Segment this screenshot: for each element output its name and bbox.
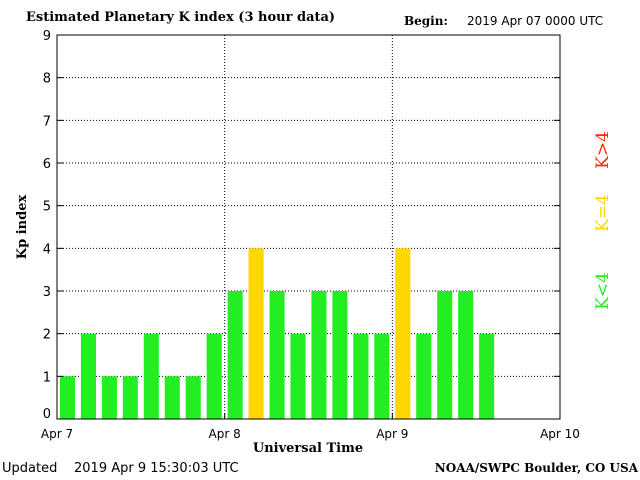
kp-bar [311,291,327,419]
kp-bar [332,291,348,419]
y-tick-label: 4 [43,242,51,257]
chart-title: Estimated Planetary K index (3 hour data… [26,10,336,25]
y-tick-label: 0 [43,407,51,422]
kp-bar [395,248,411,419]
kp-bar [122,376,138,419]
kp-bar [101,376,117,419]
y-tick-label: 1 [43,370,51,385]
y-ticks: 0 1 2 3 4 5 6 7 8 9 [43,29,560,422]
kp-bar [458,291,474,419]
kp-bar [164,376,180,419]
grid-lines [57,35,560,419]
kp-bar [479,333,495,419]
kp-bar [374,333,390,419]
legend-entry: K=4 [593,194,613,232]
y-tick-label: 7 [43,114,51,129]
x-tick-label: Apr 8 [209,427,241,441]
x-tick-label: Apr 9 [376,427,408,441]
y-axis-label: Kp index [15,195,30,260]
x-tick-label: Apr 7 [41,427,73,441]
kp-bar [227,291,243,419]
legend-entry: K<4 [593,272,613,310]
kp-bar [437,291,453,419]
updated-value: 2019 Apr 9 15:30:03 UTC [74,461,239,476]
legend-entry: K>4 [593,131,613,169]
x-axis-label: Universal Time [253,441,363,456]
kp-bar [248,248,264,419]
x-ticks: Apr 7 Apr 8 Apr 9 Apr 10 [41,413,580,441]
y-tick-label: 6 [43,157,51,172]
y-tick-label: 2 [43,328,51,343]
kp-bar [185,376,201,419]
legend: K<4 K=4 K>4 [593,131,613,310]
plot-frame [56,34,561,420]
begin-value: 2019 Apr 07 0000 UTC [467,14,604,28]
updated-label: Updated [2,461,58,476]
kp-bar [290,333,306,419]
kp-bar [353,333,369,419]
kp-bar [416,333,432,419]
kp-bar [206,333,222,419]
y-tick-label: 3 [43,285,51,300]
x-tick-label: Apr 10 [540,427,580,441]
y-tick-label: 9 [43,29,51,44]
kp-bar [143,333,159,419]
y-tick-label: 8 [43,72,51,87]
bars [59,248,495,419]
begin-label: Begin: [404,14,448,28]
source-credit: NOAA/SWPC Boulder, CO USA [434,461,638,475]
kp-bar [80,333,96,419]
kp-bar [269,291,285,419]
y-tick-label: 5 [43,200,51,215]
kp-bar [59,376,76,419]
